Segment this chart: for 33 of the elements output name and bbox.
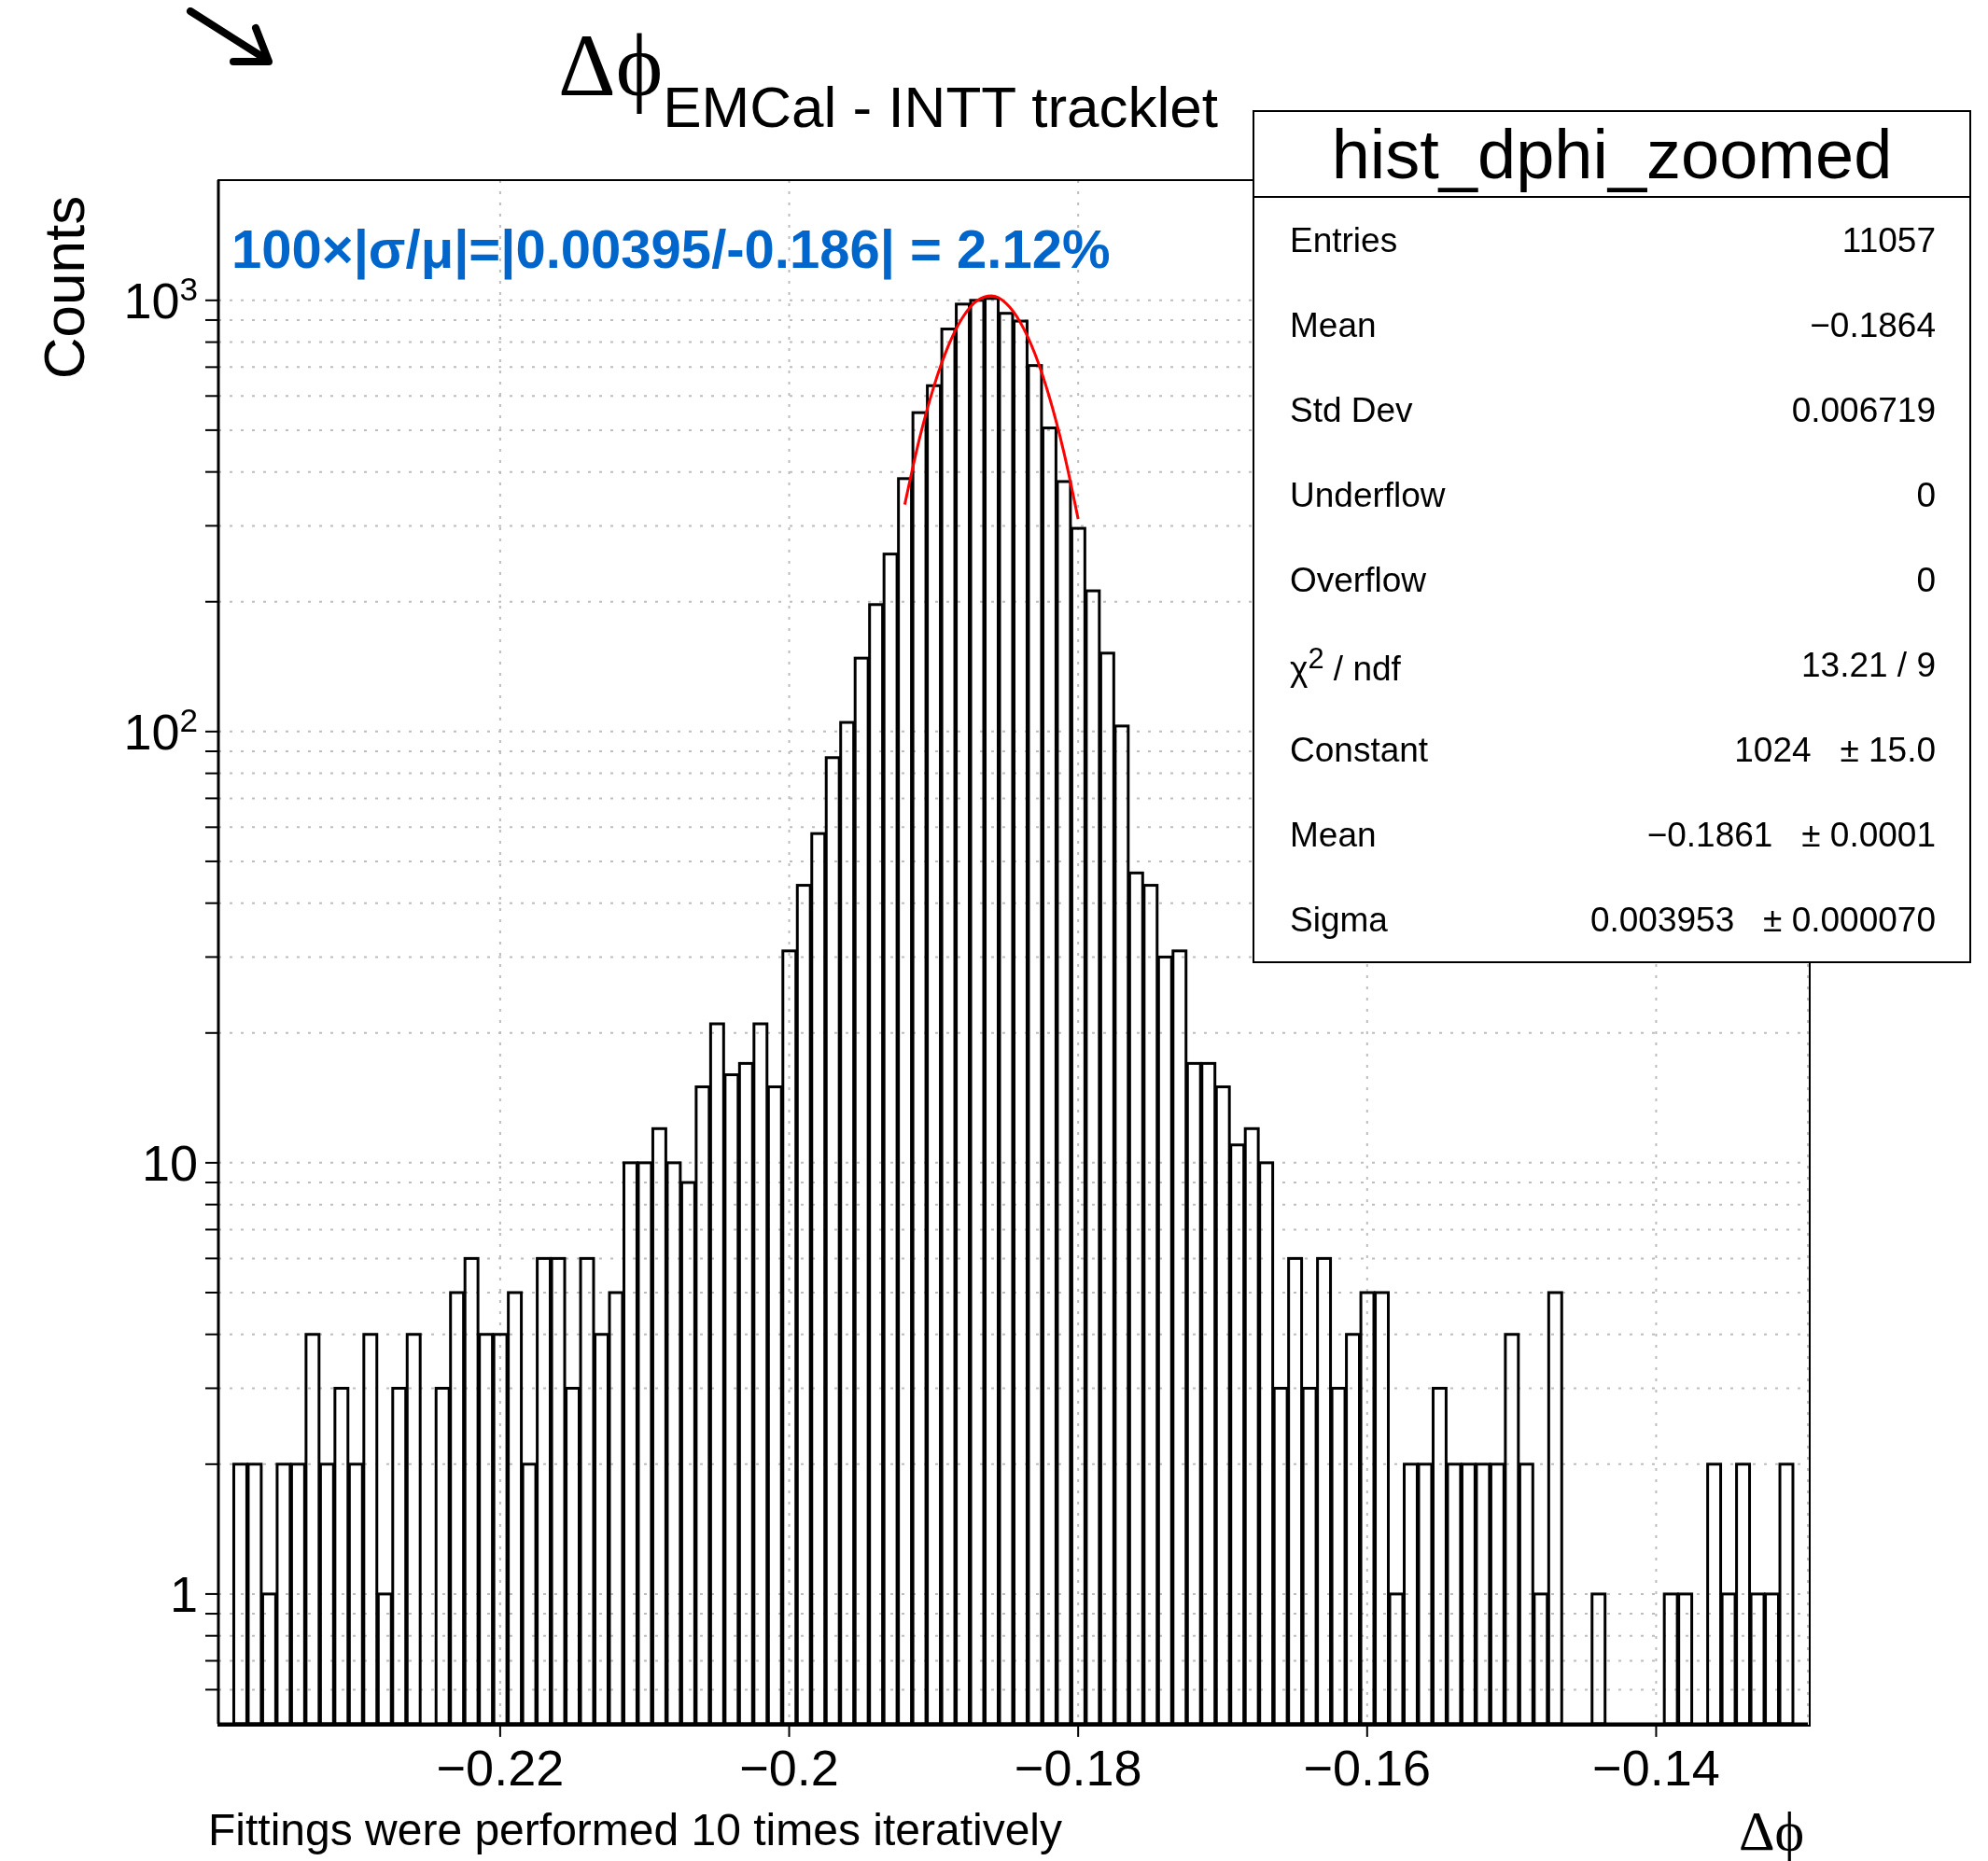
y-tick-label: 10$^{2}$ (123, 701, 198, 760)
annotation: Overflow (1290, 560, 1426, 599)
annotation: Constant (1290, 730, 1429, 769)
annotation: hist_dphi_zoomed (1254, 112, 1969, 198)
text: 0 (1916, 560, 1936, 600)
x-tick-label: −0.16 (1303, 1740, 1432, 1796)
annotation: 0.006719 (1791, 390, 1936, 430)
y-tick-label: 10 (141, 1134, 198, 1191)
annotation: 0.003953 ± 0.000070 (1589, 900, 1936, 940)
annotation: 13.21 / 9 (1800, 645, 1936, 685)
text: 0 (1916, 475, 1936, 515)
annotation: 1024 ± 15.0 (1734, 730, 1936, 770)
text: −0.1864 (1810, 305, 1936, 345)
annotation: Underflow (1290, 475, 1446, 514)
annotation: −0.1861 ± 0.0001 (1646, 815, 1936, 855)
annotation: Entries (1290, 220, 1398, 259)
text: 11057 (1841, 220, 1936, 260)
annotation: Std Dev (1290, 390, 1413, 429)
text: Fittings were performed 10 times iteratively (208, 1804, 1062, 1855)
y-axis-title: Counts (30, 195, 97, 380)
x-tick-label: −0.18 (1014, 1740, 1142, 1796)
x-tick-label: −0.2 (739, 1740, 839, 1796)
x-tick-label: −0.14 (1592, 1740, 1720, 1796)
annotation: Sigma (1290, 900, 1388, 939)
y-tick-label: 1 (169, 1565, 198, 1622)
line-series (903, 294, 1080, 521)
chart-title: Δϕ$_{EMCal - INTT tracklet}$ (558, 15, 1219, 140)
annotation: Mean (1290, 305, 1377, 344)
y-tick-label: 10$^{3}$ (123, 270, 198, 329)
x-tick-label: −0.22 (436, 1740, 565, 1796)
annotation: Mean (1290, 815, 1377, 854)
annotation: χ$^{2}$ / ndf (1290, 641, 1401, 688)
annotation: 100×|σ/μ|=|0.00395/-0.186| = 2.12% (231, 217, 1111, 280)
